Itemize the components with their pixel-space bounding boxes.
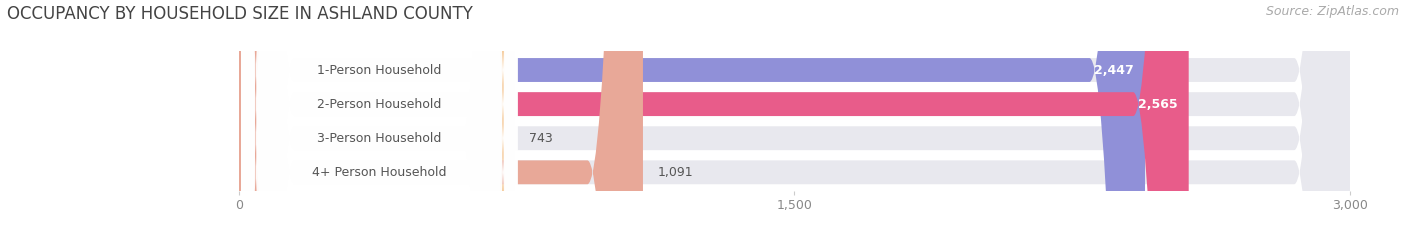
FancyBboxPatch shape [242,0,517,233]
FancyBboxPatch shape [239,0,1350,233]
Text: OCCUPANCY BY HOUSEHOLD SIZE IN ASHLAND COUNTY: OCCUPANCY BY HOUSEHOLD SIZE IN ASHLAND C… [7,5,472,23]
Text: 2-Person Household: 2-Person Household [318,98,441,111]
FancyBboxPatch shape [242,0,517,233]
FancyBboxPatch shape [239,0,1350,233]
Text: 1,091: 1,091 [658,166,693,179]
FancyBboxPatch shape [239,0,1350,233]
FancyBboxPatch shape [239,0,1188,233]
Text: 743: 743 [529,132,553,145]
FancyBboxPatch shape [239,0,515,233]
Text: 3-Person Household: 3-Person Household [318,132,441,145]
FancyBboxPatch shape [242,0,517,233]
Text: 2,447: 2,447 [1094,64,1133,76]
FancyBboxPatch shape [239,0,1144,233]
FancyBboxPatch shape [242,0,517,233]
Text: 2,565: 2,565 [1137,98,1178,111]
FancyBboxPatch shape [239,0,643,233]
Text: 4+ Person Household: 4+ Person Household [312,166,447,179]
FancyBboxPatch shape [239,0,1350,233]
Text: 1-Person Household: 1-Person Household [318,64,441,76]
Text: Source: ZipAtlas.com: Source: ZipAtlas.com [1265,5,1399,18]
